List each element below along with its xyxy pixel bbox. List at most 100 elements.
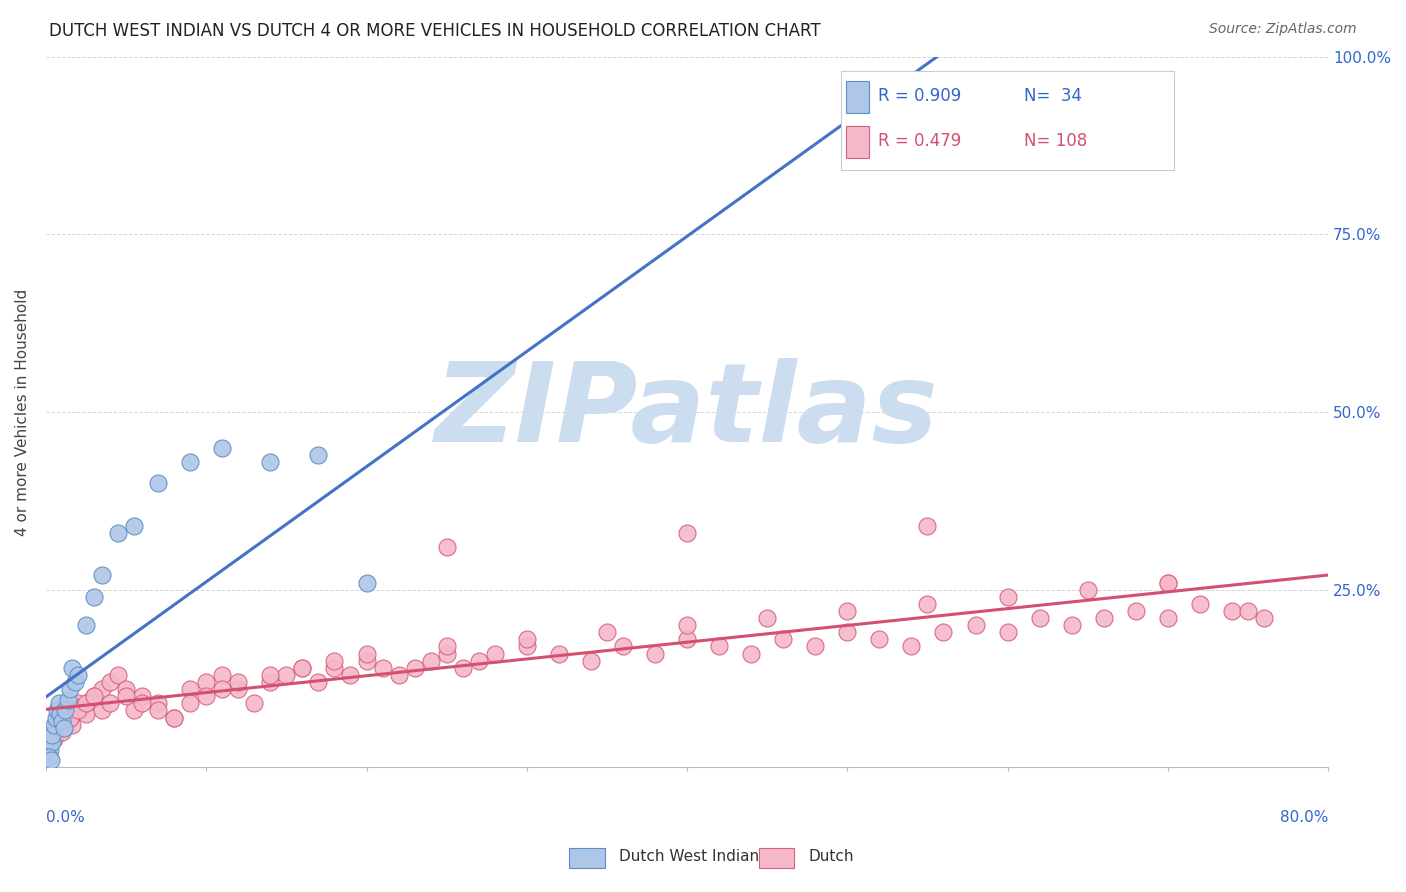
Point	[98, 675, 121, 690]
Point	[163, 710, 186, 724]
Point	[115, 682, 138, 697]
Point	[612, 640, 634, 654]
Point	[516, 640, 538, 654]
Point	[37, 746, 59, 760]
Point	[41, 735, 63, 749]
Point	[1237, 604, 1260, 618]
Point	[59, 682, 82, 697]
Point	[58, 692, 80, 706]
Point	[676, 618, 699, 632]
Point	[707, 640, 730, 654]
Y-axis label: 4 or more Vehicles in Household: 4 or more Vehicles in Household	[15, 288, 30, 535]
Point	[211, 441, 233, 455]
Point	[917, 135, 939, 149]
Point	[547, 647, 569, 661]
Point	[1188, 597, 1211, 611]
Point	[75, 706, 97, 721]
Point	[91, 682, 114, 697]
Point	[339, 668, 361, 682]
Point	[307, 448, 329, 462]
Point	[419, 654, 441, 668]
Point	[804, 640, 827, 654]
Point	[63, 703, 86, 717]
Point	[451, 661, 474, 675]
Point	[1157, 611, 1180, 625]
Point	[51, 717, 73, 731]
Point	[66, 668, 89, 682]
Point	[932, 625, 955, 640]
Point	[740, 647, 762, 661]
Point	[259, 455, 281, 469]
Point	[122, 518, 145, 533]
Point	[243, 696, 266, 710]
Point	[291, 661, 314, 675]
Point	[98, 696, 121, 710]
Point	[39, 724, 62, 739]
Point	[163, 710, 186, 724]
Point	[276, 668, 298, 682]
Point	[39, 742, 62, 756]
Point	[179, 682, 201, 697]
Point	[837, 625, 859, 640]
Point	[387, 668, 409, 682]
Point	[75, 696, 97, 710]
Point	[107, 525, 129, 540]
Point	[997, 590, 1019, 604]
Point	[53, 710, 76, 724]
Point	[63, 675, 86, 690]
Point	[46, 703, 69, 717]
Point	[900, 640, 922, 654]
Point	[1157, 575, 1180, 590]
Point	[226, 682, 249, 697]
Point	[307, 675, 329, 690]
Point	[80, 692, 103, 706]
Point	[195, 675, 218, 690]
Text: 0.0%: 0.0%	[46, 810, 84, 825]
Point	[1220, 604, 1243, 618]
Point	[146, 703, 169, 717]
Point	[83, 590, 105, 604]
Point	[66, 703, 89, 717]
Point	[91, 568, 114, 582]
Point	[259, 675, 281, 690]
Point	[38, 749, 60, 764]
Point	[48, 696, 70, 710]
Point	[917, 597, 939, 611]
Point	[38, 731, 60, 746]
Point	[211, 668, 233, 682]
Point	[45, 717, 67, 731]
Point	[66, 696, 89, 710]
Point	[53, 703, 76, 717]
Point	[45, 724, 67, 739]
Point	[676, 632, 699, 647]
Point	[226, 675, 249, 690]
Point	[42, 717, 65, 731]
Point	[56, 714, 79, 728]
Point	[51, 724, 73, 739]
Text: Source: ZipAtlas.com: Source: ZipAtlas.com	[1209, 22, 1357, 37]
Point	[436, 647, 458, 661]
Point	[91, 703, 114, 717]
Point	[146, 696, 169, 710]
Point	[46, 724, 69, 739]
Point	[107, 668, 129, 682]
Point	[41, 728, 63, 742]
Point	[676, 525, 699, 540]
Point	[323, 661, 346, 675]
Point	[83, 690, 105, 704]
Point	[42, 731, 65, 746]
Text: Dutch West Indians: Dutch West Indians	[619, 849, 766, 863]
Point	[484, 647, 506, 661]
Point	[917, 518, 939, 533]
Text: 80.0%: 80.0%	[1279, 810, 1329, 825]
Point	[49, 717, 72, 731]
Point	[52, 721, 75, 735]
Point	[436, 640, 458, 654]
Point	[37, 739, 59, 753]
Point	[1125, 604, 1147, 618]
Point	[49, 706, 72, 721]
Point	[131, 690, 153, 704]
Point	[323, 654, 346, 668]
Point	[179, 455, 201, 469]
Point	[59, 710, 82, 724]
